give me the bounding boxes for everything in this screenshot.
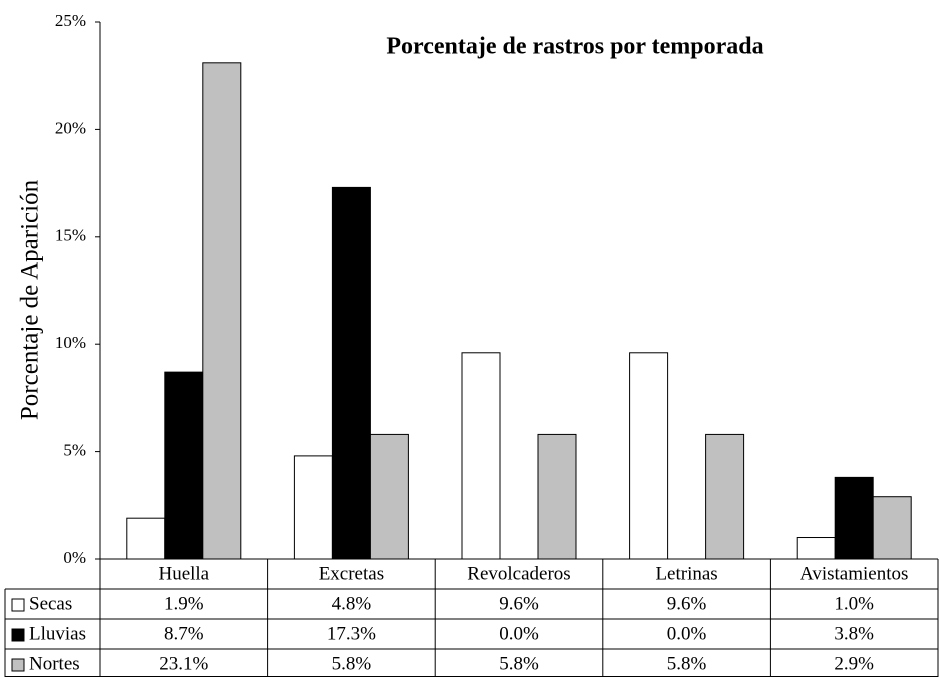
bar bbox=[126, 517, 166, 560]
table-cell: 4.8% bbox=[332, 593, 372, 614]
bar bbox=[796, 537, 836, 560]
x-tick-label: Huella bbox=[158, 563, 209, 584]
bar bbox=[202, 62, 242, 560]
table-cell: 1.0% bbox=[834, 593, 874, 614]
table-cell: 0.0% bbox=[499, 623, 539, 644]
table-cell: 17.3% bbox=[327, 623, 376, 644]
y-tick-label: 25% bbox=[55, 11, 86, 30]
table-cell: 3.8% bbox=[834, 623, 874, 644]
bar bbox=[293, 455, 333, 560]
y-tick-label: 10% bbox=[55, 333, 86, 352]
x-tick-label: Revolcaderos bbox=[467, 563, 570, 584]
table-cell: 0.0% bbox=[667, 623, 707, 644]
legend-swatch bbox=[11, 628, 25, 642]
legend-swatch bbox=[11, 598, 25, 612]
bar bbox=[705, 433, 745, 560]
bar bbox=[872, 496, 912, 560]
table-cell: 5.8% bbox=[332, 653, 372, 674]
legend-label: Nortes bbox=[29, 653, 80, 674]
legend-label: Lluvias bbox=[29, 623, 86, 644]
table-cell: 9.6% bbox=[667, 593, 707, 614]
bar bbox=[834, 476, 874, 560]
x-tick-label: Excretas bbox=[319, 563, 384, 584]
table-cell: 23.1% bbox=[159, 653, 208, 674]
chart-title: Porcentaje de rastros por temporada bbox=[386, 34, 763, 60]
table-cell: 8.7% bbox=[164, 623, 204, 644]
bar bbox=[331, 186, 371, 560]
x-tick-label: Letrinas bbox=[655, 563, 717, 584]
bar bbox=[629, 352, 669, 560]
legend-label: Secas bbox=[29, 593, 72, 614]
x-tick-label: Avistamientos bbox=[800, 563, 908, 584]
y-tick-label: 20% bbox=[55, 118, 86, 137]
table-cell: 5.8% bbox=[499, 653, 539, 674]
legend-swatch bbox=[11, 658, 25, 672]
bar bbox=[537, 433, 577, 560]
table-cell: 1.9% bbox=[164, 593, 204, 614]
y-tick-label: 5% bbox=[63, 441, 86, 460]
table-cell: 9.6% bbox=[499, 593, 539, 614]
y-tick-label: 15% bbox=[55, 226, 86, 245]
bar bbox=[461, 352, 501, 560]
table-cell: 5.8% bbox=[667, 653, 707, 674]
y-tick-label: 0% bbox=[63, 548, 86, 567]
bar bbox=[164, 371, 204, 560]
bar bbox=[369, 433, 409, 560]
y-axis-label: Porcentaje de Aparición bbox=[17, 179, 44, 420]
table-cell: 2.9% bbox=[834, 653, 874, 674]
